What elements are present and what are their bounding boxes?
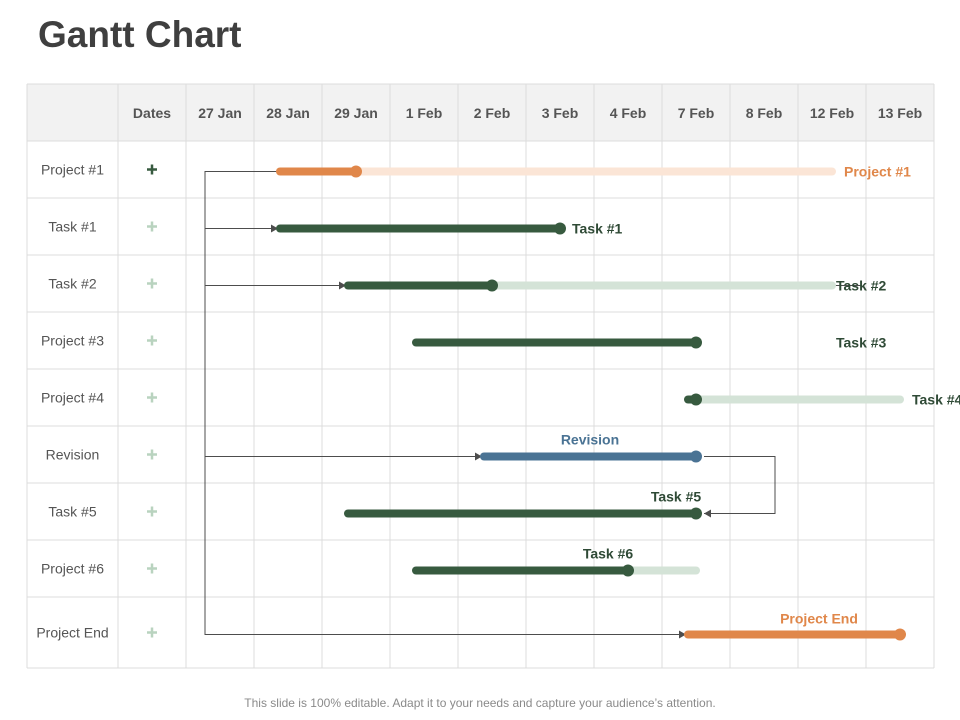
- bar-label: Project #1: [844, 164, 911, 180]
- date-header: 28 Jan: [266, 105, 310, 121]
- bar-progress-marker: [690, 507, 702, 520]
- page-title: Gantt Chart: [38, 14, 242, 55]
- plus-icon[interactable]: [147, 563, 157, 574]
- row-label: Project #1: [41, 162, 104, 178]
- plus-icon[interactable]: [147, 627, 157, 638]
- row-label: Project #3: [41, 333, 104, 349]
- date-header: 13 Feb: [878, 105, 922, 121]
- date-header: 27 Jan: [198, 105, 242, 121]
- date-header: 4 Feb: [610, 105, 647, 121]
- arrow-head: [679, 630, 686, 639]
- plus-icon[interactable]: [147, 449, 157, 460]
- bar-label: Task #6: [583, 546, 634, 562]
- date-header: 29 Jan: [334, 105, 378, 121]
- row-label: Project #4: [41, 390, 104, 406]
- bar-progress-marker: [690, 393, 702, 406]
- bar-progress-marker: [894, 628, 906, 641]
- bar-label: Task #1: [572, 221, 623, 237]
- bar-progress-marker: [486, 279, 498, 292]
- footer-note: This slide is 100% editable. Adapt it to…: [244, 696, 716, 710]
- bar-label: Task #4: [912, 392, 960, 408]
- date-header: 12 Feb: [810, 105, 854, 121]
- bar-label: Task #5: [651, 489, 702, 505]
- bar-label: Project End: [780, 611, 858, 627]
- row-label: Task #2: [48, 276, 96, 292]
- bar-progress-marker: [350, 165, 362, 178]
- dependency-line: [204, 171, 280, 229]
- arrow-head: [475, 452, 482, 461]
- dependency-line: [204, 171, 482, 457]
- plus-icon[interactable]: [147, 335, 157, 346]
- row-label: Task #1: [48, 219, 96, 235]
- bar-progress-marker: [690, 336, 702, 349]
- date-header: 2 Feb: [474, 105, 511, 121]
- row-label: Task #5: [48, 504, 96, 520]
- bar-progress-marker: [622, 564, 634, 577]
- date-header: 3 Feb: [542, 105, 579, 121]
- bar-label: Revision: [561, 432, 619, 448]
- bar-progress-marker: [690, 450, 702, 463]
- date-header: 1 Feb: [406, 105, 443, 121]
- plus-icon[interactable]: [147, 164, 157, 175]
- plus-icon[interactable]: [147, 392, 157, 403]
- arrow-head: [704, 509, 711, 518]
- arrow-head: [271, 224, 278, 233]
- plus-icon[interactable]: [147, 506, 157, 517]
- row-label: Project #6: [41, 561, 104, 577]
- bar-label: Task #2: [836, 278, 887, 294]
- dependency-line: [704, 456, 776, 514]
- dependency-line: [204, 171, 686, 635]
- plus-icon[interactable]: [147, 221, 157, 232]
- date-header: 7 Feb: [678, 105, 715, 121]
- bar-progress-marker: [554, 222, 566, 235]
- header-band: [27, 84, 934, 141]
- plus-icon[interactable]: [147, 278, 157, 289]
- date-header: 8 Feb: [746, 105, 783, 121]
- dates-header: Dates: [133, 105, 171, 121]
- bar-label: Task #3: [836, 335, 887, 351]
- arrow-head: [339, 281, 346, 290]
- row-label: Revision: [46, 447, 100, 463]
- row-label: Project End: [36, 625, 108, 641]
